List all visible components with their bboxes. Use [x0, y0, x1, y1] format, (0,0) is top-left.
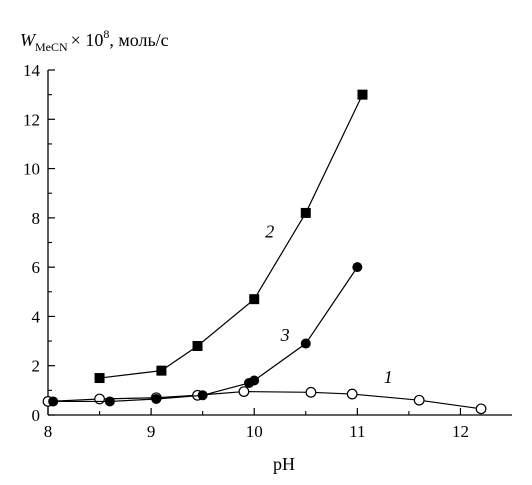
data-point-open-circle [94, 393, 105, 405]
data-point-open-circle [346, 388, 358, 400]
series-2 [94, 89, 368, 384]
data-point-open-circle [413, 394, 425, 406]
y-tick-label: 12 [23, 110, 40, 129]
data-point-square [300, 207, 311, 218]
curve-labels: 2 3 1 [265, 222, 393, 387]
y-tick-label: 8 [32, 209, 41, 228]
y-axis-var: W [20, 30, 37, 50]
axes [47, 70, 512, 416]
data-point-filled-circle [249, 375, 260, 386]
x-tick-label: 12 [452, 422, 469, 441]
data-point-filled-circle [197, 390, 208, 401]
data-point-square [192, 341, 203, 351]
x-tick-label: 9 [147, 422, 156, 441]
series-3 [48, 262, 363, 407]
y-tick-label: 14 [23, 61, 41, 80]
y-axis-exp: 8 [103, 27, 109, 41]
curve-label-1: 1 [384, 367, 393, 387]
data-point-filled-circle [352, 262, 363, 273]
data-point-open-circle [305, 386, 317, 398]
y-axis-unit: , моль/с [109, 30, 168, 50]
series-group [42, 89, 487, 415]
curve-label-2: 2 [265, 222, 274, 242]
y-tick-label: 0 [32, 406, 41, 425]
y-axis-title: WMeCN × 108, моль/с [20, 27, 169, 54]
y-tick-label: 2 [32, 357, 41, 376]
series-2-line [99, 94, 364, 379]
x-tick-label: 10 [246, 422, 263, 441]
data-point-filled-circle [300, 338, 311, 349]
x-tick-label: 11 [349, 422, 365, 441]
y-tick-label: 10 [23, 160, 40, 179]
y-tick-label: 4 [32, 307, 41, 326]
data-point-square [156, 365, 167, 376]
y-axis-sub: MeCN [35, 40, 68, 54]
series-3-line [53, 266, 358, 403]
x-axis-title: pH [273, 454, 295, 474]
data-point-open-circle [238, 386, 250, 397]
x-tick-label: 8 [44, 422, 53, 441]
data-point-square [249, 294, 260, 305]
data-point-open-circle [475, 403, 487, 415]
curve-label-3: 3 [280, 325, 290, 345]
y-axis-times: × 10 [71, 30, 104, 50]
data-point-square [94, 373, 105, 384]
data-point-square [357, 89, 368, 100]
data-point-filled-circle [48, 396, 59, 407]
data-point-filled-circle [104, 396, 115, 407]
y-tick-label: 6 [32, 258, 41, 277]
data-point-filled-circle [151, 393, 162, 404]
